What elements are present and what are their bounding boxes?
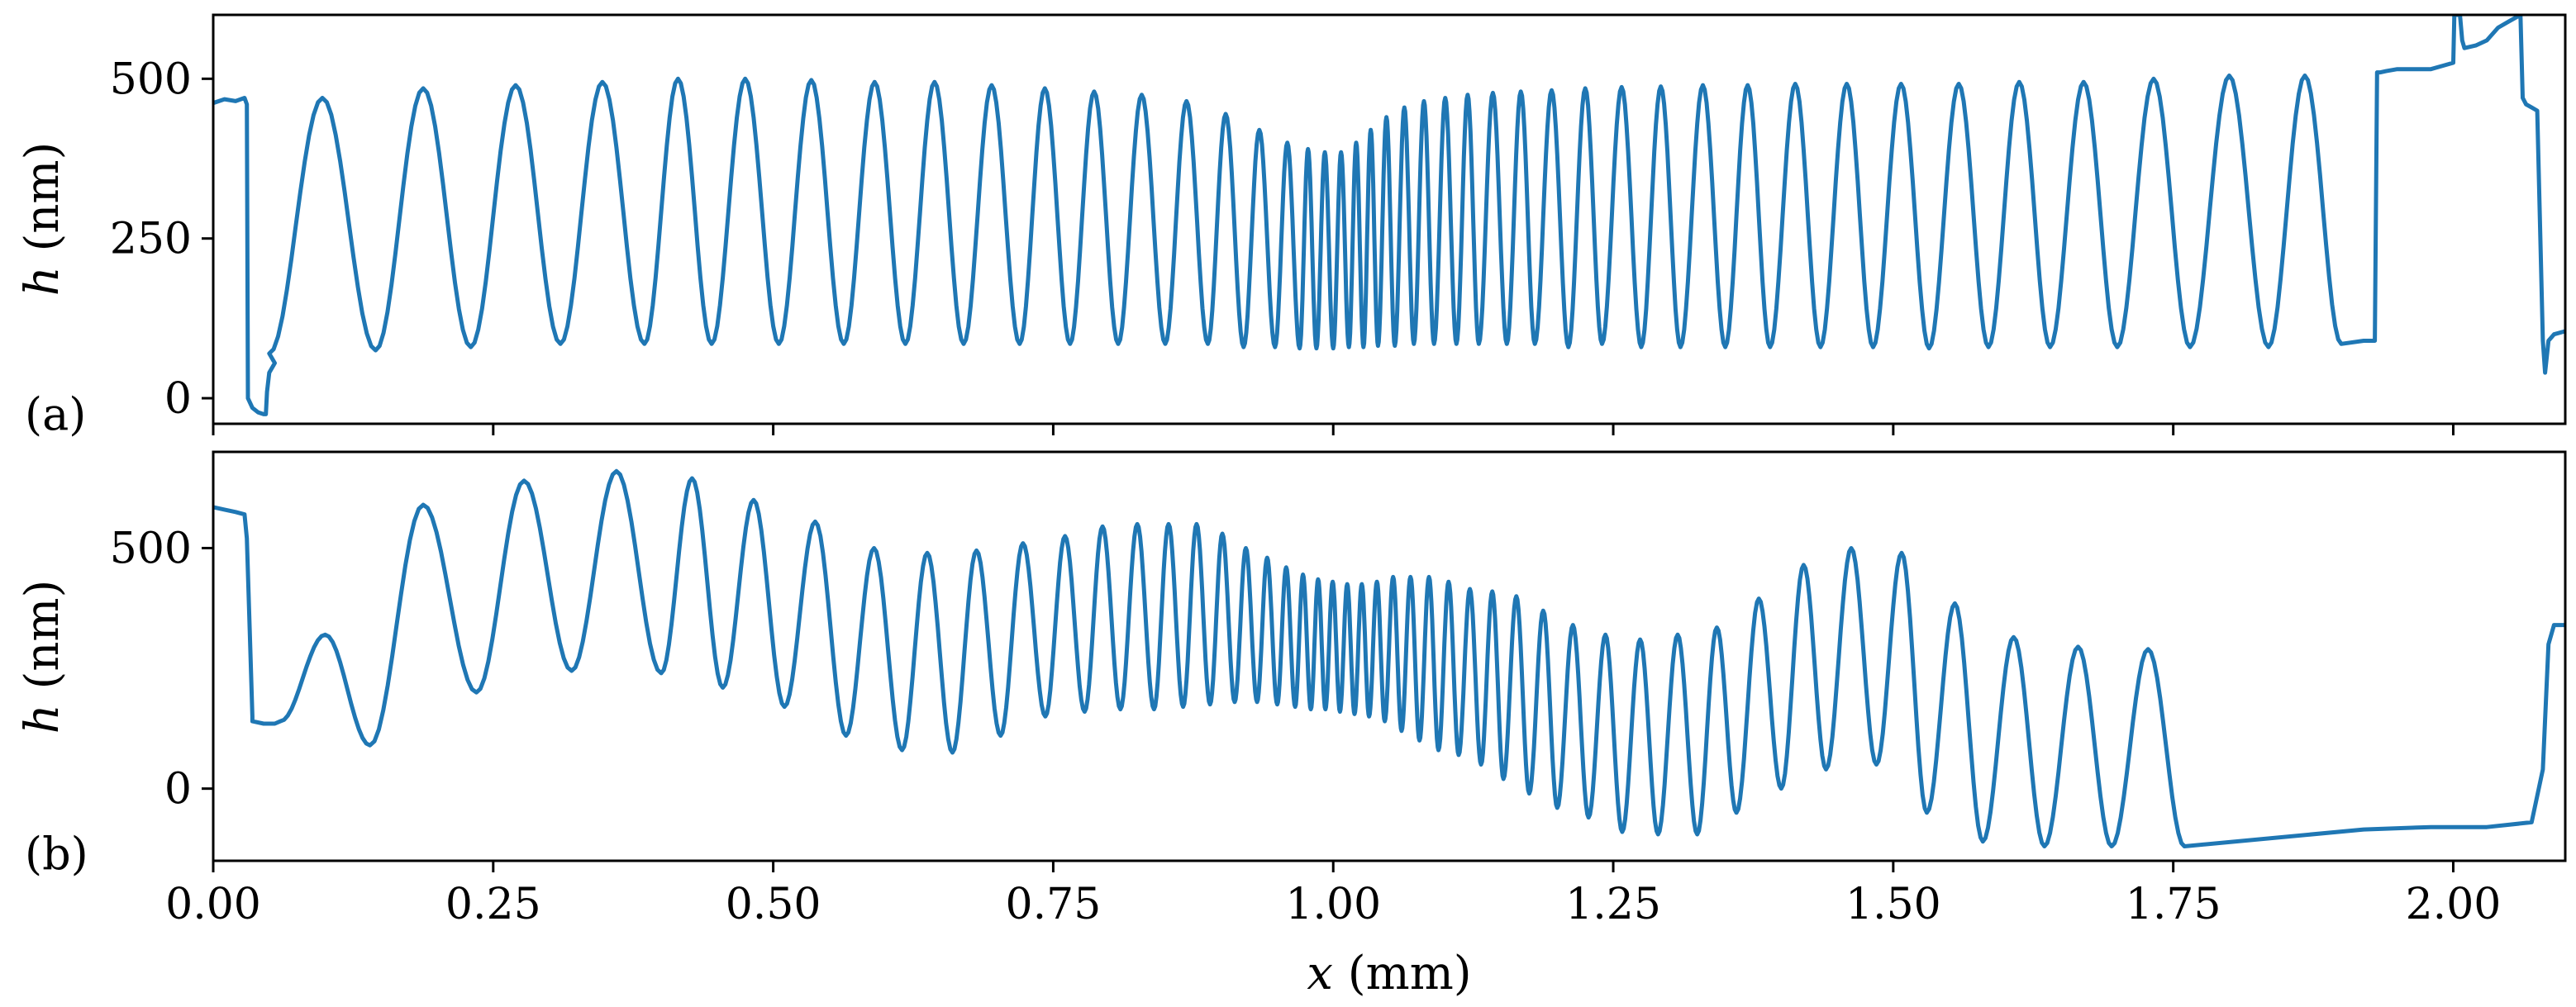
panel-a-y-label: h (nm)	[16, 142, 69, 297]
panel-b-label: (b)	[25, 828, 88, 880]
x-tick-label: 0.25	[445, 880, 541, 929]
panel-b-y-label-symbol: h	[16, 704, 69, 734]
panel-b-y-tick-label: 500	[110, 524, 192, 573]
x-tick-label: 0.50	[726, 880, 821, 929]
panel-a-y-tick-label: 250	[110, 215, 192, 264]
x-tick-label: 0.00	[165, 880, 261, 929]
x-tick-label: 1.50	[1845, 880, 1941, 929]
x-tick-label: 1.25	[1565, 880, 1661, 929]
panel-a-x-ticks	[212, 424, 2455, 435]
panel-b-x-ticks: 0.00 0.25 0.50 0.75 1.00 1.25 1.50 1.75 2.00	[165, 861, 2501, 929]
panel-a-y-ticks: 0 250 500	[110, 55, 213, 424]
panel-a-series	[213, 15, 2565, 416]
panel-a-series-line-0	[213, 15, 2565, 416]
panel-a-y-label-symbol: h	[16, 266, 69, 296]
panel-b-series	[213, 468, 2565, 848]
panel-b-frame	[212, 450, 2567, 862]
x-tick-label: 1.00	[1285, 880, 1381, 929]
panel-b-y-label: h (nm)	[16, 580, 69, 734]
panel-b-y-label-unit: (nm)	[16, 580, 69, 705]
x-tick-label: 0.75	[1006, 880, 1102, 929]
panel-a-label: (a)	[25, 388, 86, 440]
x-tick-label: 1.75	[2126, 880, 2221, 929]
x-axis-label: x (mm)	[1307, 947, 1471, 1000]
panel-b: 0.00 0.25 0.50 0.75 1.00 1.25 1.50 1.75 2.00 0 50…	[16, 450, 2567, 1000]
panel-b-y-tick-label: 0	[164, 765, 192, 815]
panel-b-series-line-0	[213, 468, 2565, 848]
panel-a-y-tick-label: 500	[110, 55, 192, 104]
panel-a-y-tick-label: 0	[164, 374, 192, 424]
x-axis-label-symbol: x	[1307, 947, 1333, 1000]
x-axis-label-unit: (mm)	[1333, 947, 1472, 1000]
panel-b-y-ticks: 0 500	[110, 524, 213, 815]
panel-a-y-label-unit: (nm)	[16, 142, 69, 267]
panel-a: 0 250 500 (a) h (nm)	[16, 13, 2567, 440]
panel-a-frame	[212, 13, 2567, 425]
x-tick-label: 2.00	[2406, 880, 2502, 929]
